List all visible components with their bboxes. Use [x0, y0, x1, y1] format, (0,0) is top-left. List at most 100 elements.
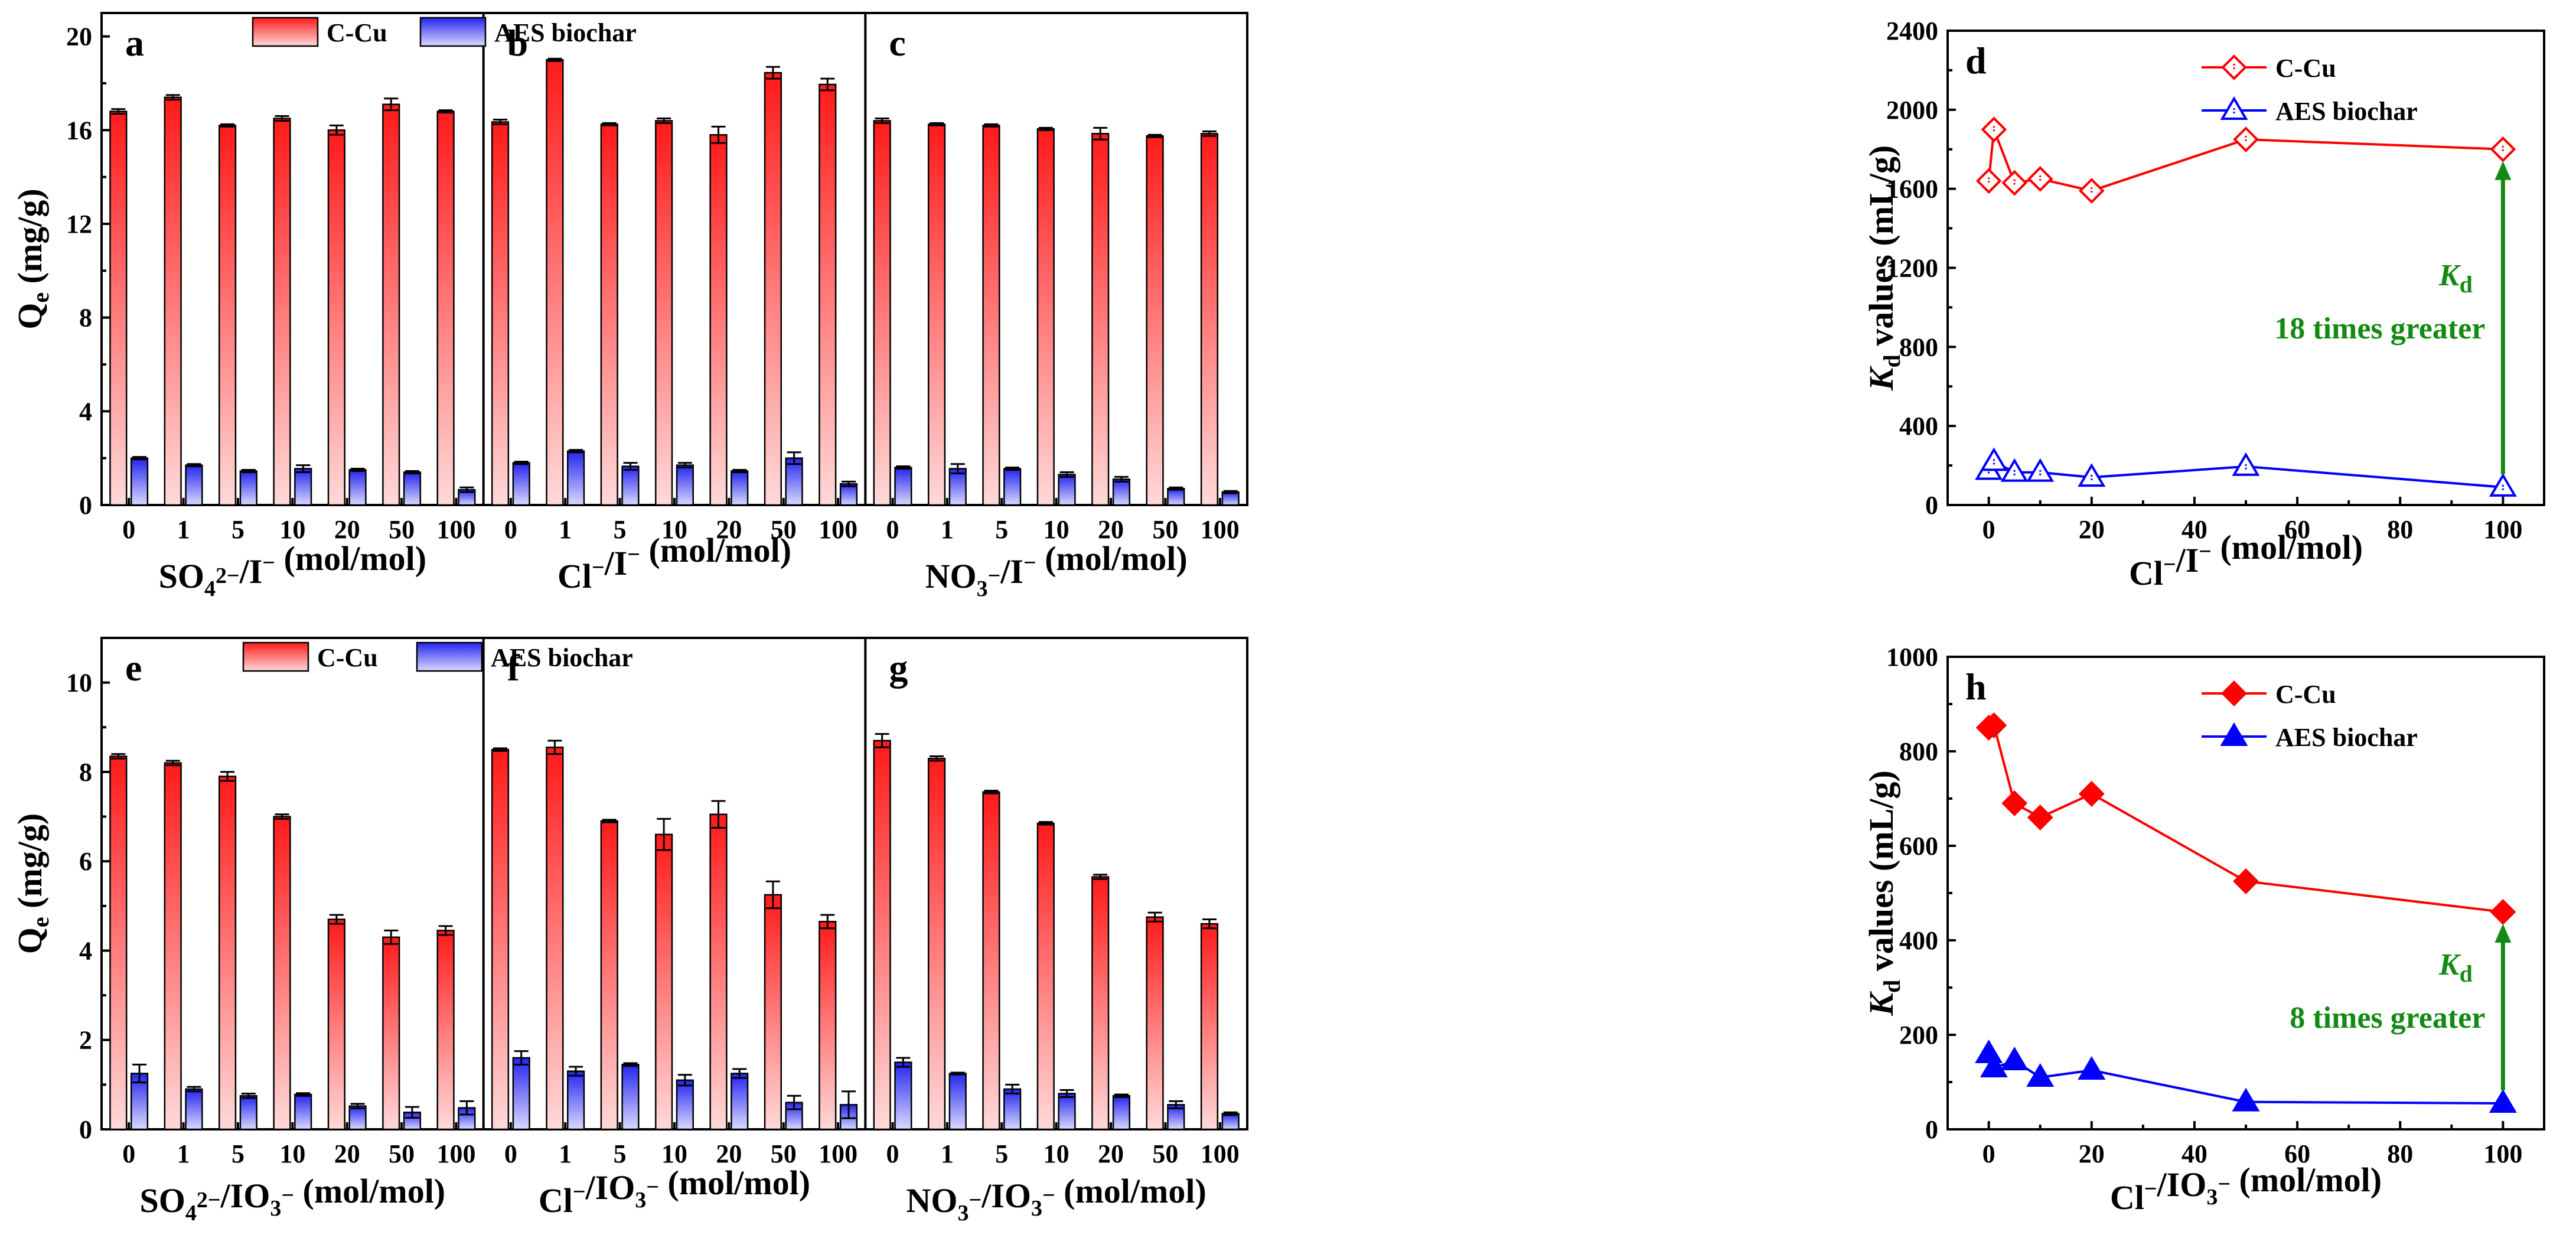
- bar-ccu-b-1: [546, 59, 564, 506]
- bar-ccu-f-1: [546, 747, 564, 1131]
- bar-ccu-a-0: [109, 110, 128, 506]
- error-bar-c-100: [1223, 490, 1238, 494]
- error-bar-a-20: [350, 468, 365, 472]
- x-tick-label: 10: [1044, 515, 1069, 544]
- x-tick-label: 10: [661, 1139, 687, 1168]
- panel-letter-g: g: [889, 647, 908, 689]
- bar-aes-a-20: [348, 469, 367, 506]
- bar-ccu-g-10: [1036, 822, 1055, 1131]
- x-tick-label: 1: [559, 1139, 572, 1168]
- y-tick-label: 0: [1925, 1115, 1938, 1144]
- marker-ccu-d-50: [2233, 126, 2259, 152]
- legend-label-aes: AES biochar: [2275, 97, 2418, 126]
- panel-letter-e: e: [125, 647, 142, 689]
- error-bar-c-1: [950, 463, 965, 474]
- x-tick-label: 20: [2079, 1139, 2105, 1168]
- bar-ccu-f-20: [709, 813, 728, 1131]
- bar-ccu-b-0: [491, 121, 510, 506]
- error-bar-c-20: [1114, 475, 1129, 483]
- bar-ccu-c-0: [873, 120, 891, 506]
- bar-aes-c-10: [1058, 474, 1076, 506]
- legend-label-ccu: C-Cu: [2275, 54, 2336, 83]
- bar-ccu-c-50: [1146, 135, 1164, 506]
- y-tick-label: 400: [1899, 412, 1938, 441]
- bar-aes-g-5: [1003, 1088, 1022, 1131]
- legend-swatch-ccu: [252, 17, 319, 47]
- y-axis-title: Qe (mg/g): [11, 813, 54, 954]
- error-bar-b-0: [514, 461, 529, 465]
- error-bar-e-100: [459, 1100, 474, 1116]
- x-tick-label: 0: [1982, 515, 1995, 544]
- y-axis-title-h: Kd values (mL/g): [1862, 770, 1905, 1016]
- x-tick-label: 20: [1098, 515, 1124, 544]
- x-tick-label: 0: [1982, 1139, 1995, 1168]
- error-bar-g-5: [1005, 1083, 1020, 1094]
- x-tick-label: 100: [1201, 1139, 1240, 1168]
- error-bar-g-5: [984, 790, 999, 794]
- x-axis-title-d: Cl−/I− (mol/mol): [2129, 528, 2363, 592]
- y-axis-title-d: Kd values (mL/g): [1862, 145, 1905, 391]
- x-tick-label: 10: [661, 515, 687, 544]
- x-tick-label: 20: [334, 515, 360, 544]
- x-tick-label: 100: [436, 515, 475, 544]
- error-bar-g-1: [930, 755, 944, 762]
- marker-aes-d-1: [1980, 447, 2008, 471]
- bar-aes-c-0: [894, 467, 912, 506]
- bar-ccu-e-1: [164, 762, 182, 1131]
- y-tick-label: 2400: [1886, 17, 1938, 45]
- marker-ccu-d-1: [1981, 116, 2007, 143]
- bar-aes-a-0: [130, 457, 149, 506]
- error-bar-e-5: [220, 771, 235, 782]
- bar-aes-f-20: [731, 1073, 749, 1131]
- bar-aes-a-10: [294, 468, 312, 506]
- error-bar-g-0: [875, 733, 889, 748]
- error-bar-g-20: [1114, 1093, 1129, 1099]
- x-axis-title-b: Cl−/I− (mol/mol): [557, 531, 791, 595]
- bar-aes-f-1: [566, 1070, 585, 1131]
- x-tick-label: 0: [504, 1139, 517, 1168]
- error-bar-b-0: [493, 118, 507, 125]
- x-tick-label: 20: [1098, 1139, 1124, 1168]
- marker-aes-h-10: [2026, 1063, 2055, 1087]
- x-tick-label: 1: [941, 515, 954, 544]
- error-bar-g-50: [1147, 911, 1162, 923]
- x-tick-label: 20: [2079, 515, 2105, 544]
- error-bar-a-100: [438, 109, 453, 114]
- bar-aes-c-20: [1112, 478, 1131, 506]
- legend-swatch-ccu: [242, 641, 309, 672]
- bar-ccu-g-0: [873, 739, 891, 1131]
- legend-label-aes: AES biochar: [2275, 723, 2418, 752]
- x-tick-label: 80: [2387, 1139, 2413, 1168]
- x-axis-title-g: NO3−/IO3− (mol/mol): [907, 1172, 1207, 1226]
- bar-ccu-g-50: [1146, 916, 1164, 1131]
- y-tick-label: 2: [79, 1026, 92, 1055]
- arrow-head-h: [2495, 924, 2512, 943]
- x-tick-label: 1: [941, 1139, 954, 1168]
- error-bar-b-100: [820, 77, 835, 92]
- bar-ccu-f-0: [491, 748, 510, 1131]
- error-bar-e-100: [438, 925, 453, 936]
- x-tick-label: 50: [389, 515, 415, 544]
- x-tick-label: 5: [995, 515, 1008, 544]
- error-bar-b-5: [602, 122, 617, 126]
- x-tick-label: 50: [771, 515, 797, 544]
- error-bar-a-50: [405, 470, 419, 474]
- error-bar-g-10: [1038, 821, 1053, 826]
- legend-label-ccu: C-Cu: [327, 18, 387, 47]
- x-tick-label: 60: [2284, 515, 2310, 544]
- y-tick-label: 2000: [1886, 96, 1938, 125]
- error-bar-g-0: [896, 1057, 911, 1068]
- y-tick-label: 800: [1899, 333, 1938, 361]
- error-bar-c-10: [1038, 126, 1053, 131]
- y-tick-label: 1200: [1886, 254, 1938, 283]
- x-tick-label: 20: [716, 515, 742, 544]
- error-bar-f-5: [602, 819, 617, 823]
- error-bar-c-100: [1202, 130, 1217, 137]
- marker-aes-d-20: [2078, 463, 2106, 487]
- y-axis-title: Qe (mg/g): [11, 188, 54, 329]
- error-bar-e-50: [405, 1106, 419, 1119]
- y-tick-label: 600: [1899, 832, 1938, 861]
- bar-ccu-g-1: [927, 757, 946, 1131]
- bar-aes-c-50: [1167, 487, 1185, 506]
